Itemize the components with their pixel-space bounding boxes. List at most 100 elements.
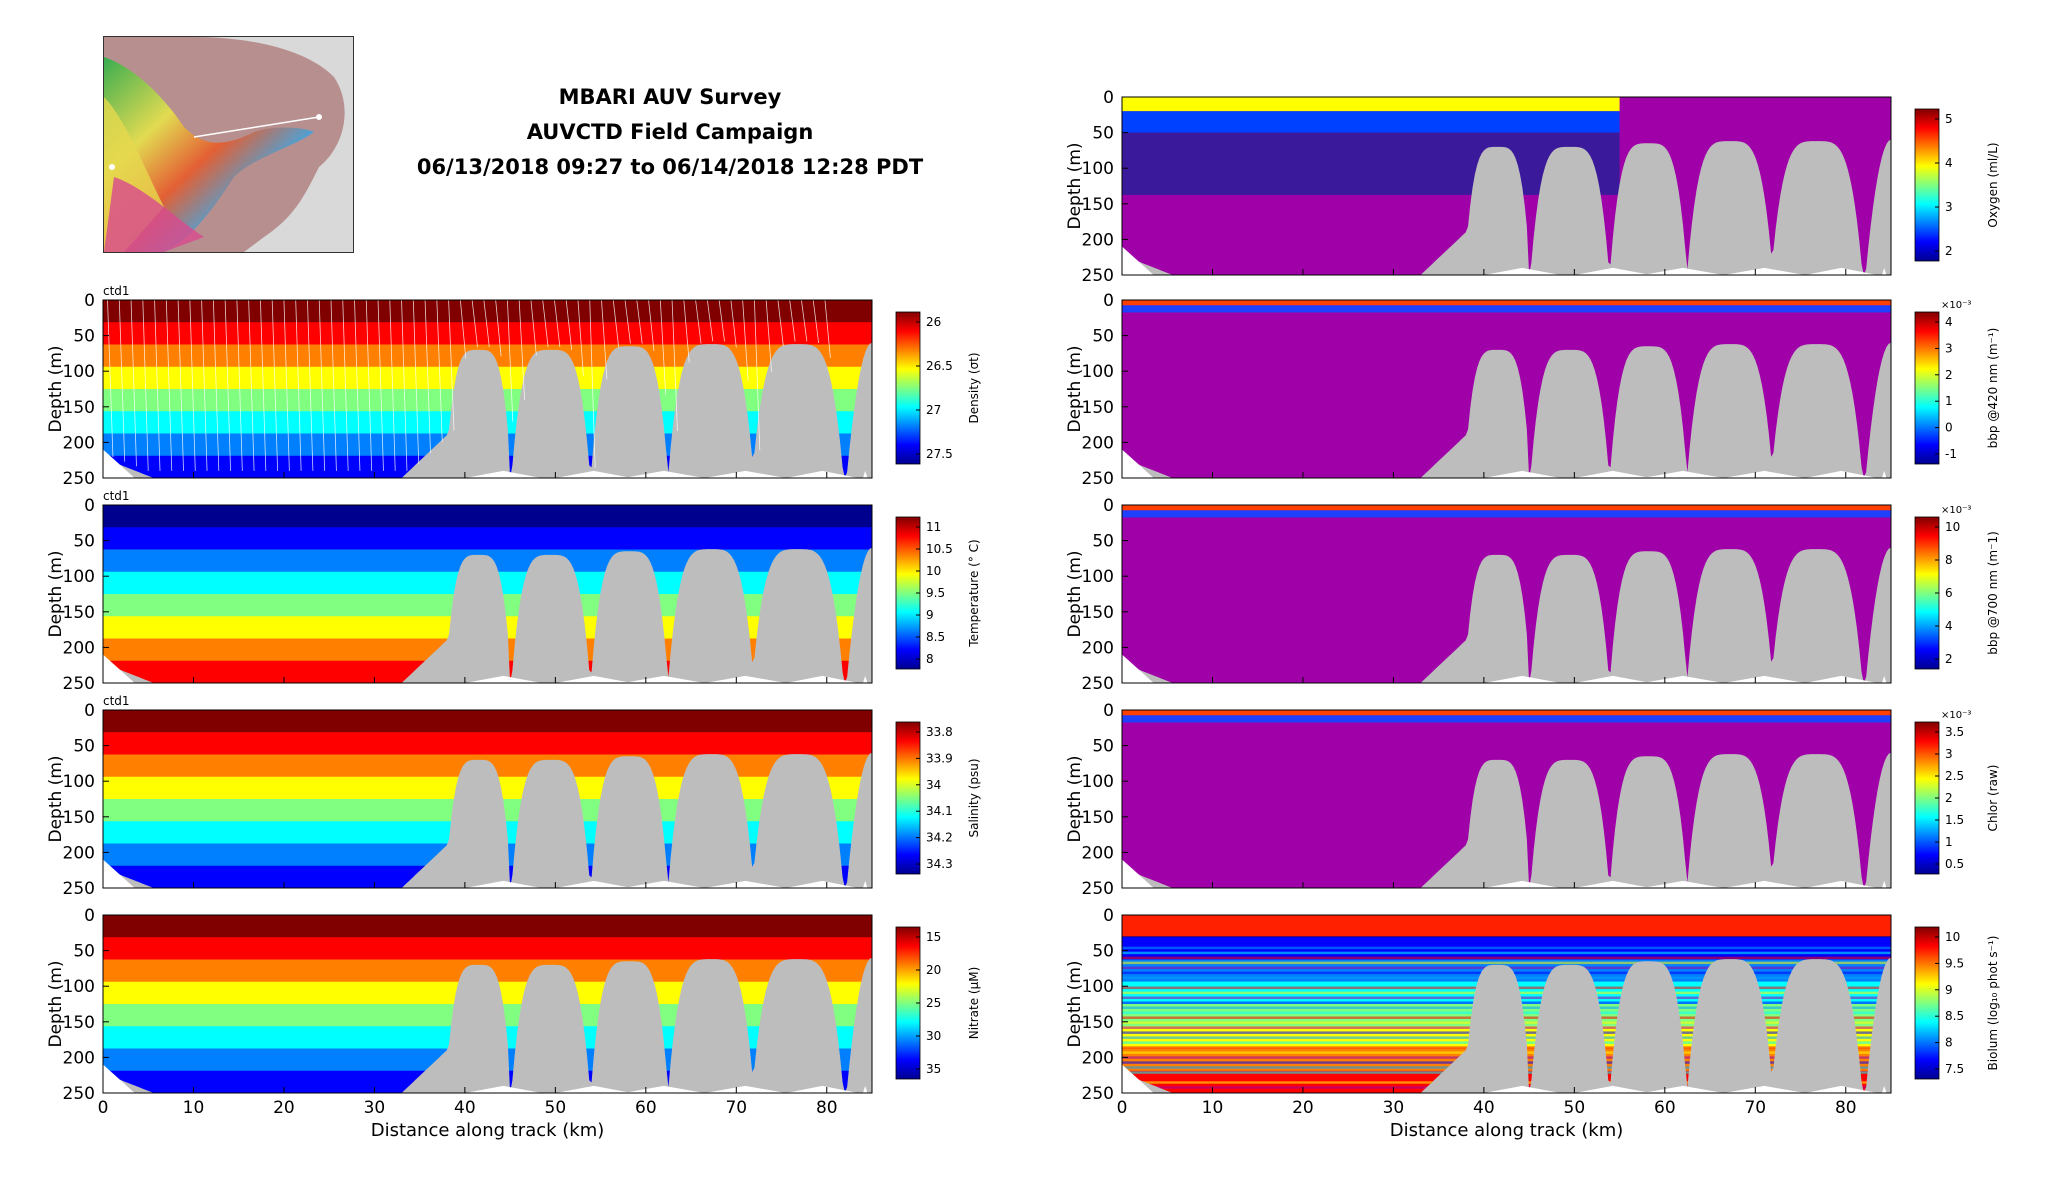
ytick-label: 150 (1082, 1013, 1114, 1033)
cbar-tick-label: 9 (926, 608, 934, 622)
ytick-label: 0 (84, 291, 95, 311)
panel-label: ctd1 (103, 694, 130, 708)
trough-gap (1642, 675, 1724, 683)
auv-profile (354, 300, 361, 471)
auv-profile (542, 300, 549, 348)
auv-profile (718, 300, 725, 342)
cbar-tick-label: 2 (1945, 244, 1953, 258)
ytick-label: 0 (1103, 88, 1114, 108)
no-data-wedge (1122, 1064, 1154, 1093)
colorbar (1914, 926, 1940, 1080)
cbar-tick-label: 8 (1945, 1036, 1953, 1050)
auv-profile (130, 300, 137, 467)
cbar-tick-label: 10 (1945, 520, 1960, 534)
cbar-tick-label: 2 (1945, 791, 1953, 805)
cbar-tick-label: 33.8 (926, 725, 953, 739)
no-data-wedge (103, 1064, 135, 1093)
trough-gap (555, 470, 633, 478)
field-bbp420 (1122, 300, 1891, 478)
ylabel: Depth (m) (1065, 755, 1085, 842)
cbar-tick-label: 2.5 (1945, 769, 1964, 783)
trough-gap (1805, 267, 1878, 275)
ytick-label: 50 (1092, 737, 1114, 757)
trough-gap (704, 470, 787, 478)
cbar-tick-label: 6 (1945, 586, 1953, 600)
auv-profile (318, 300, 326, 471)
auv-profile (765, 300, 772, 373)
cbar-label: bbp @700 nm (m⁻1) (1986, 531, 2000, 655)
subsurface-layer (1122, 715, 1891, 723)
oxycline-band (1122, 111, 1620, 133)
panel-bbp420: 0 50 100 150 200 250 Depth (m) 4 3 2 1 0 -1 ×10⁻³ bbp … (1065, 291, 2000, 489)
xtick-label: 50 (1564, 1098, 1586, 1118)
title-line-3: 06/13/2018 09:27 to 06/14/2018 12:28 PDT (416, 155, 924, 179)
auv-profile (471, 300, 478, 348)
ytick-label: 50 (73, 327, 95, 347)
cbar-tick-label: 1 (1945, 394, 1953, 408)
ytick-label: 200 (63, 433, 95, 453)
ytick-label: 250 (1082, 674, 1114, 694)
ytick-label: 200 (1082, 433, 1114, 453)
seafloor (103, 342, 872, 478)
surface-layer (1122, 505, 1891, 511)
auv-profile (812, 300, 820, 344)
cbar-exponent: ×10⁻³ (1941, 710, 1971, 721)
field-nitrate (103, 915, 872, 1093)
auv-profile (789, 300, 796, 342)
surface-band (1122, 97, 1620, 112)
band-bbp700 (1122, 527, 1891, 551)
trough-gap (704, 1085, 787, 1093)
subsurface-layer (1122, 305, 1891, 313)
panel-label: ctd1 (103, 284, 130, 298)
seafloor (1122, 547, 1891, 683)
ytick-label: 150 (1082, 808, 1114, 828)
ytick-label: 100 (63, 567, 95, 587)
trough-gap (786, 675, 859, 683)
no-data-wedge (1122, 246, 1154, 275)
band-density (103, 300, 872, 324)
xtick-label: 0 (98, 1098, 109, 1118)
ytick-label: 100 (63, 772, 95, 792)
trough-gap (1642, 1085, 1724, 1093)
ylabel: Depth (m) (46, 345, 66, 432)
auv-profile (401, 300, 408, 471)
trough-gap (786, 880, 859, 888)
cbar-tick-label: 8 (1945, 553, 1953, 567)
band-nitrate (103, 915, 872, 939)
cbar-tick-label: 26.5 (926, 359, 953, 373)
auv-profile (706, 300, 714, 342)
auv-profile (436, 300, 443, 442)
ytick-label: 50 (73, 532, 95, 552)
biolum-streak (1122, 961, 1891, 965)
ytick-label: 250 (1082, 266, 1114, 286)
auv-profile (377, 300, 384, 471)
seafloor (1122, 957, 1891, 1093)
axes-frame (1121, 709, 1892, 889)
trough-gap (555, 675, 633, 683)
ytick-label: 200 (63, 843, 95, 863)
auv-profile (589, 300, 596, 469)
ytick-label: 200 (1082, 638, 1114, 658)
xtick-label: 40 (1473, 1098, 1495, 1118)
auv-profile (248, 300, 255, 471)
xtick-label: 70 (1744, 1098, 1766, 1118)
auv-profile (295, 300, 302, 471)
auv-profile (224, 300, 231, 471)
trough-gap (1723, 880, 1806, 888)
cbar-tick-label: 10.5 (926, 542, 953, 556)
auv-profile (636, 300, 643, 344)
trough-gap (1483, 470, 1561, 478)
cbar-label: Nitrate (μM) (967, 967, 981, 1040)
panel-density: 0 50 100 150 200 250 Depth (m) ctd1 26 26.5 27 27.5… (46, 284, 981, 489)
trough-gap (1881, 1085, 1887, 1093)
auv-profile (142, 300, 149, 471)
no-data-wedge (103, 859, 135, 888)
trough-gap (555, 1085, 633, 1093)
cbar-tick-label: 9 (1945, 983, 1953, 997)
seafloor (103, 752, 872, 888)
ytick-label: 0 (84, 701, 95, 721)
band-bbp420 (1122, 322, 1891, 346)
auv-profile (671, 300, 678, 432)
cbar-tick-label: 3 (1945, 200, 1953, 214)
cbar-tick-label: 0 (1945, 421, 1953, 435)
